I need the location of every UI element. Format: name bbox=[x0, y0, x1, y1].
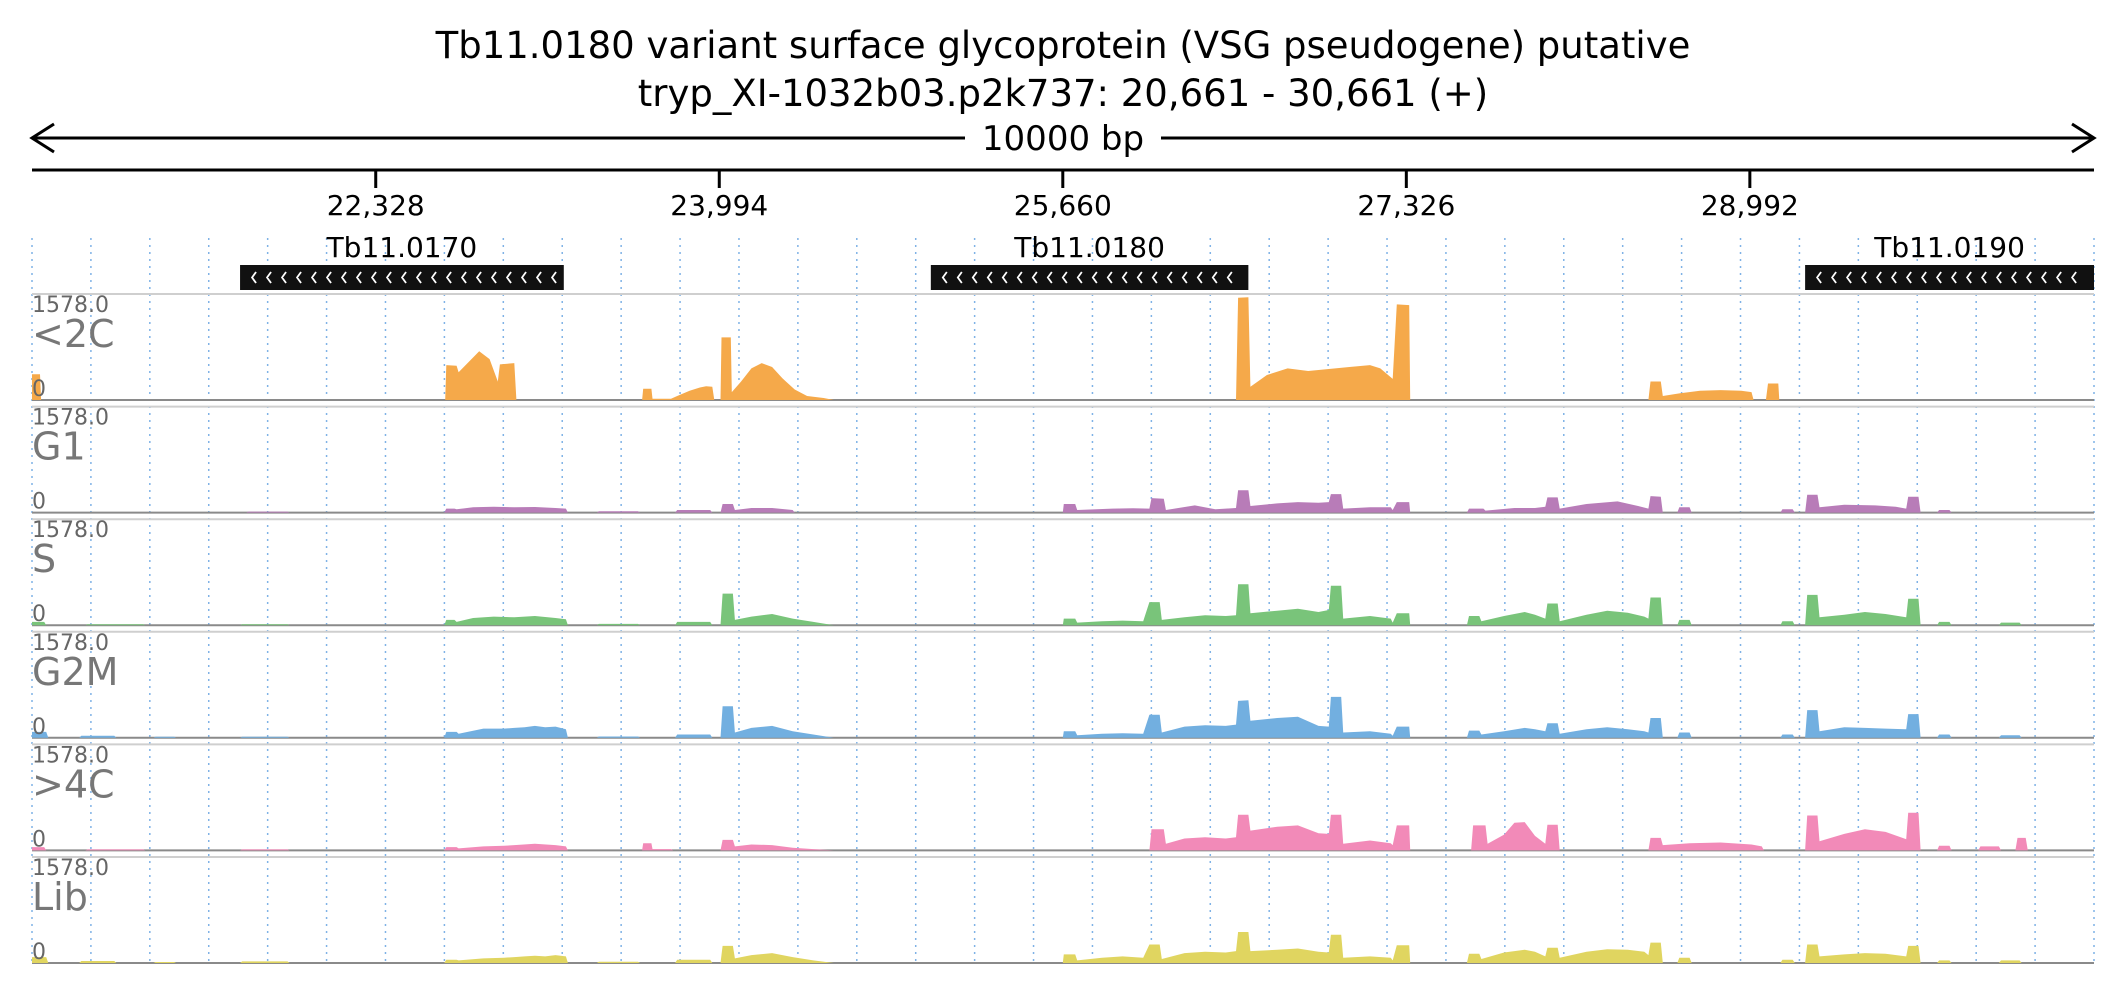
coverage-area bbox=[32, 584, 2094, 626]
track-name: Lib bbox=[32, 875, 88, 919]
track-ymax-label: 1578.0 bbox=[32, 293, 109, 318]
track-ymax-label: 1578.0 bbox=[32, 856, 109, 881]
gene-track: Tb11.0170 Tb11.0180 Tb11.0190 bbox=[240, 231, 2094, 290]
coverage-area bbox=[32, 932, 2094, 963]
track-ymax-label: 1578.0 bbox=[32, 518, 109, 543]
track-ymin-label: 0 bbox=[32, 377, 46, 402]
gene-body bbox=[930, 265, 1249, 290]
coverage-area bbox=[32, 696, 2094, 738]
track-1: 1578.0G1 0 bbox=[32, 405, 2094, 515]
track-ymin-label: 0 bbox=[32, 490, 46, 515]
ruler-tick-label: 23,994 bbox=[670, 189, 768, 222]
strand-chevron-icon bbox=[1815, 271, 2077, 284]
ruler-tick-label: 27,326 bbox=[1357, 189, 1455, 222]
strand-chevron-icon bbox=[941, 271, 1233, 284]
track-ymax-label: 1578.0 bbox=[32, 406, 109, 431]
ruler-tick-label: 22,328 bbox=[327, 189, 425, 222]
strand-chevron-icon bbox=[250, 271, 557, 284]
coverage-tracks: 1578.0<2C01578.0G101578.0S01578.0G2M0157… bbox=[32, 293, 2094, 965]
track-2: 1578.0S 0 bbox=[32, 518, 2094, 627]
track-name: G1 bbox=[32, 425, 86, 469]
plot-title: Tb11.0180 variant surface glycoprotein (… bbox=[435, 24, 1691, 67]
track-ymin-label: 0 bbox=[32, 715, 46, 740]
track-ymin-label: 0 bbox=[32, 602, 46, 627]
track-name: >4C bbox=[32, 762, 115, 806]
scale-arrow-left-icon bbox=[29, 122, 55, 154]
ruler-tick-label: 25,660 bbox=[1014, 189, 1112, 222]
scale-label: 10000 bp bbox=[982, 119, 1144, 159]
track-ymin-label: 0 bbox=[32, 827, 46, 852]
coverage-area bbox=[32, 812, 2094, 851]
gene-label: Tb11.0190 bbox=[1873, 231, 2025, 264]
track-ymax-label: 1578.0 bbox=[32, 743, 109, 768]
track-0: 1578.0<2C 0 bbox=[32, 293, 2094, 402]
track-name: G2M bbox=[32, 650, 118, 694]
scale-arrow-right-icon bbox=[2071, 122, 2097, 154]
gridlines bbox=[31, 238, 2095, 962]
scale-bar: 10000 bp bbox=[29, 119, 2097, 159]
track-name: <2C bbox=[32, 312, 115, 356]
track-ymax-label: 1578.0 bbox=[32, 631, 109, 656]
coverage-area bbox=[32, 297, 2094, 400]
coordinate-ruler: 22,328 23,994 25,660 27,326 28,992 bbox=[32, 168, 2094, 222]
track-ymin-label: 0 bbox=[32, 940, 46, 965]
coverage-area bbox=[32, 490, 2094, 513]
track-4: 1578.0>4C 0 bbox=[32, 743, 2094, 852]
gene-label: Tb11.0180 bbox=[1013, 231, 1165, 264]
gene-body bbox=[1805, 265, 2094, 290]
region-subtitle: tryp_XI-1032b03.p2k737: 20,661 - 30,661 … bbox=[638, 72, 1488, 115]
track-name: S bbox=[32, 537, 56, 581]
gene-label: Tb11.0170 bbox=[326, 231, 478, 264]
ruler-tick-label: 28,992 bbox=[1701, 189, 1799, 222]
